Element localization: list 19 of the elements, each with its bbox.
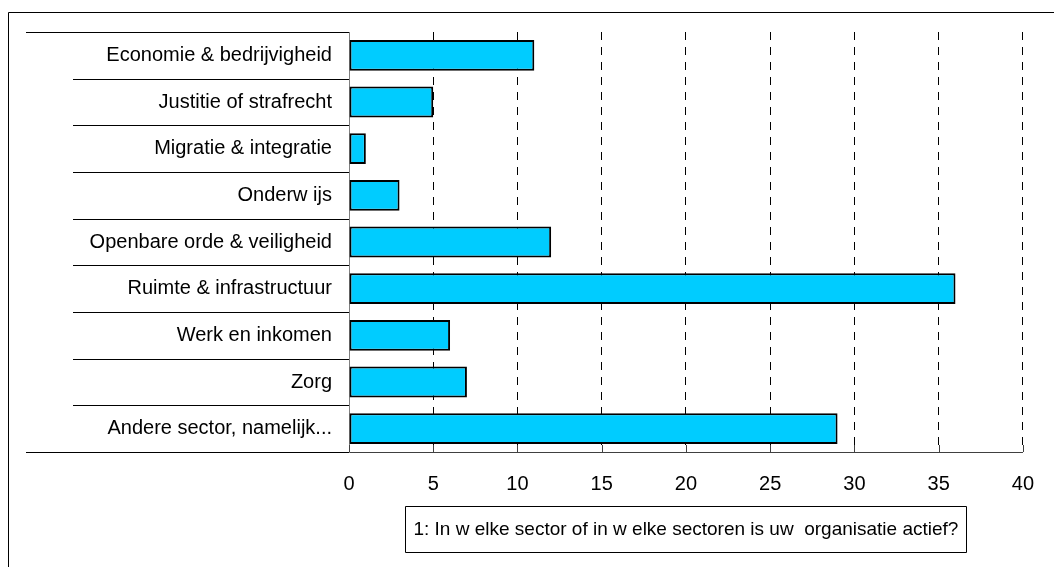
- y-tick-label: Andere sector, namelijk...: [107, 416, 332, 439]
- x-tick-label: 10: [506, 471, 529, 494]
- x-tick-label: 25: [759, 471, 782, 494]
- y-tick-label: Onderw ijs: [237, 182, 332, 205]
- y-tick-label: Economie & bedrijvigheid: [106, 42, 332, 65]
- x-tick-label: 5: [427, 471, 439, 494]
- x-tick-label: 35: [927, 471, 950, 494]
- x-tick-label: 20: [674, 471, 698, 494]
- x-axis-title: 1: In w elke sector of in w elke sectoren is uw organisatie actief?: [413, 518, 959, 540]
- x-tick-label: 30: [843, 471, 866, 494]
- x-tick-label: 40: [1011, 471, 1034, 494]
- y-tick-label: Werk en inkomen: [176, 322, 332, 345]
- y-tick-label: Zorg: [290, 369, 332, 392]
- y-tick-label: Migratie & integratie: [154, 136, 332, 159]
- y-tick-label: Ruimte & infrastructuur: [127, 276, 333, 299]
- x-tick-label: 0: [343, 471, 355, 494]
- y-tick-label: Openbare orde & veiligheid: [89, 229, 332, 252]
- x-tick-label: 15: [590, 471, 613, 494]
- y-tick-label: Justitie of strafrecht: [158, 89, 333, 112]
